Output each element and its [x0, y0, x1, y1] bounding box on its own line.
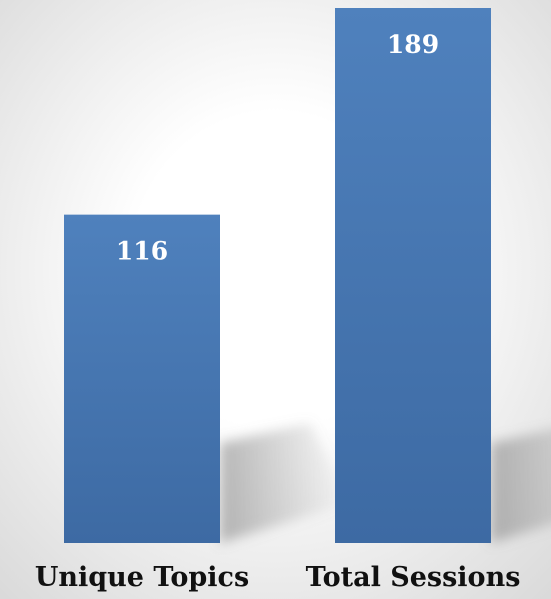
bar-shadow — [220, 423, 350, 543]
bar-shadows — [220, 423, 551, 543]
data-label: 189 — [387, 30, 439, 59]
category-tick-label: Unique Topics — [35, 562, 249, 593]
data-labels-group: 116 189 — [116, 30, 439, 266]
bar-unique-topics — [64, 214, 220, 544]
category-tick-label: Total Sessions — [306, 562, 521, 593]
bars-group — [64, 8, 491, 544]
bar-total-sessions — [335, 8, 491, 543]
data-label: 116 — [116, 237, 168, 266]
bar-shadow — [491, 429, 551, 543]
category-labels-group: Unique Topics Total Sessions — [35, 562, 521, 593]
